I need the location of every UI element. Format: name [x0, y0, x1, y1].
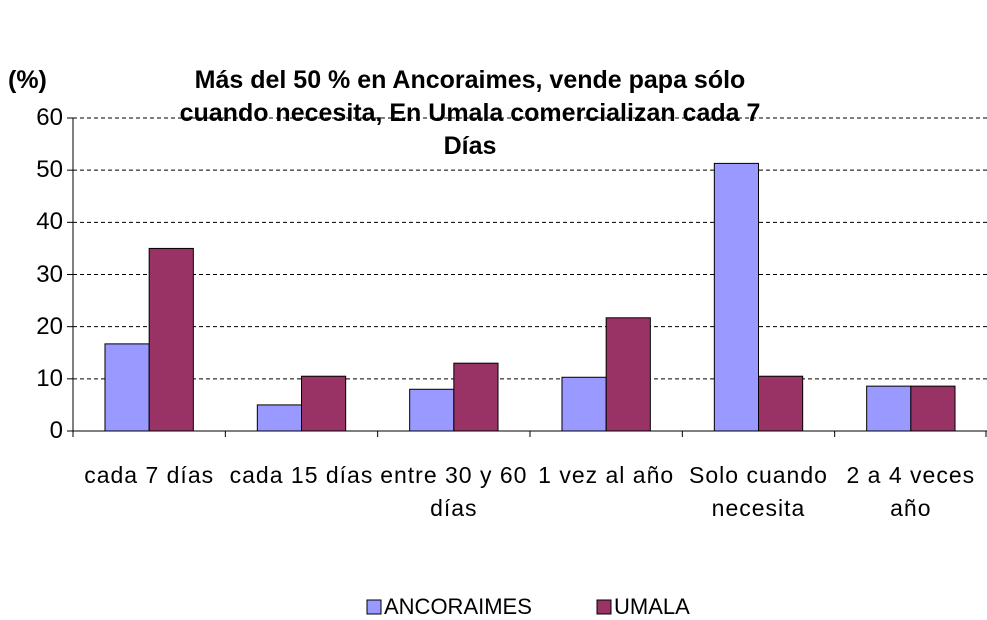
x-tick-label: 2 a 4 veces año: [846, 462, 976, 521]
chart-title: Más del 50 % en Ancoraimes, vende papa s…: [179, 66, 761, 160]
x-tick-label: 1 vez al año: [538, 462, 675, 488]
x-tick-label: cada 7 días: [84, 462, 215, 488]
bar: [148, 247, 194, 432]
bar: [104, 343, 150, 432]
bar: [713, 162, 759, 432]
y-label: (%): [8, 66, 47, 94]
y-tick-label: 0: [49, 417, 63, 444]
bar: [256, 404, 302, 432]
bar: [866, 385, 912, 432]
x-tick-label: cada 15 días: [229, 462, 374, 488]
bar: [910, 385, 956, 432]
bar: [453, 362, 499, 432]
bar: [409, 388, 455, 432]
y-tick-label: 50: [36, 156, 63, 184]
y-tick-label: 30: [36, 260, 63, 288]
y-tick-label: 40: [36, 208, 63, 236]
legend-label: UMALA: [614, 594, 690, 619]
legend-swatch: [366, 599, 382, 615]
y-tick-label: 10: [36, 364, 63, 392]
x-tick-label: entre 30 y 60 días: [380, 462, 528, 521]
y-tick-label: 60: [36, 104, 63, 131]
bar: [561, 376, 607, 432]
x-tick-label: Solo cuando necesita: [689, 462, 828, 521]
bar: [605, 317, 651, 432]
legend-swatch: [596, 599, 612, 615]
y-tick-label: 20: [36, 312, 63, 340]
legend-label: ANCORAIMES: [384, 594, 532, 619]
bar: [758, 375, 804, 432]
bar: [301, 375, 347, 432]
